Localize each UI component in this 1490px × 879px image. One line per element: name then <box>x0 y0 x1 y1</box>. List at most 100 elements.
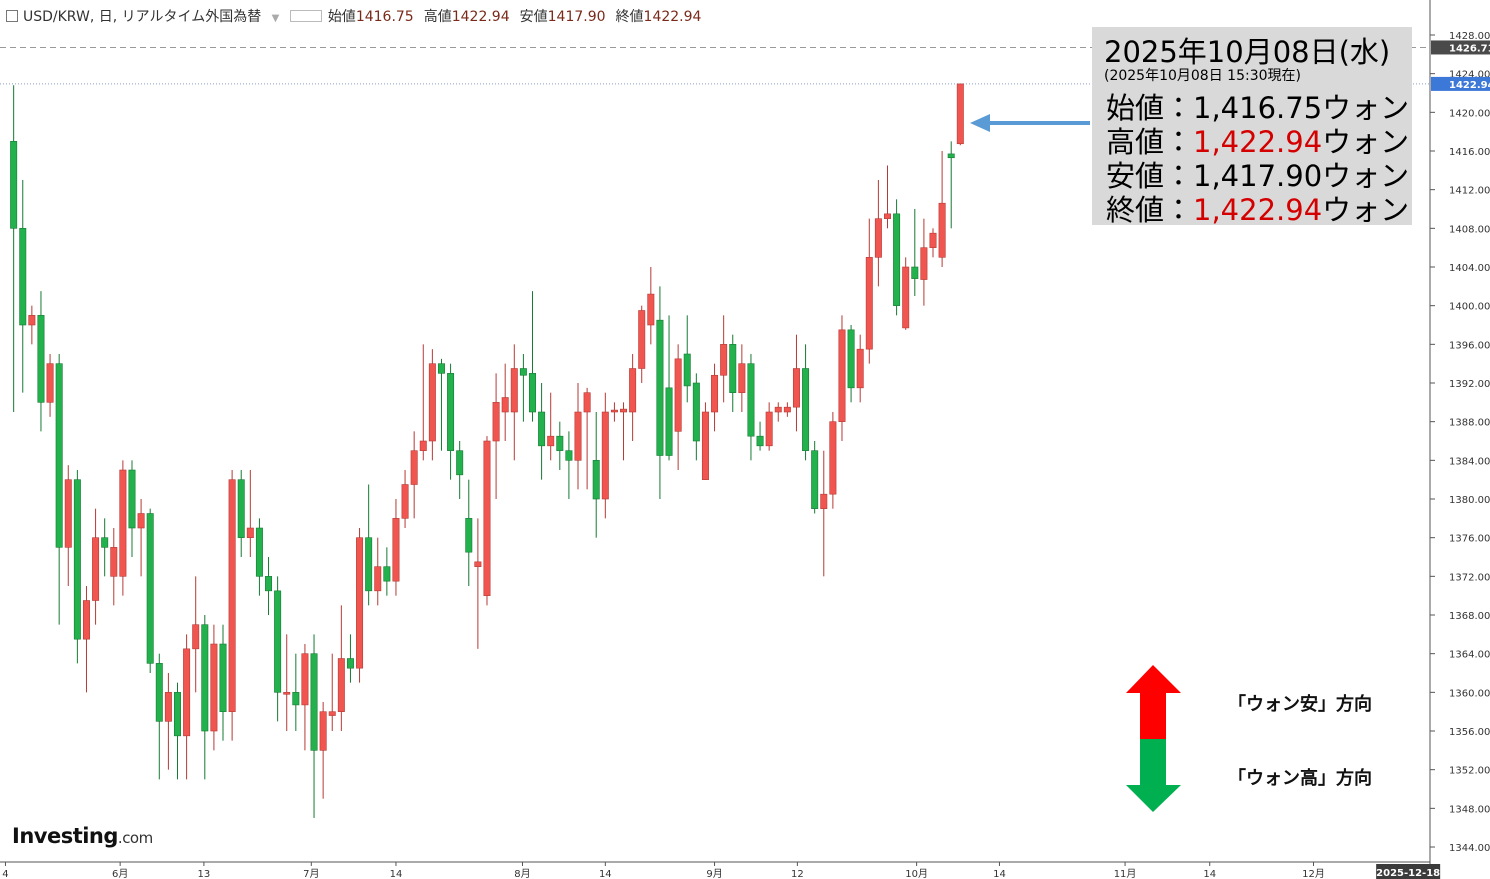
x-tick-label: 12月 <box>1302 868 1325 879</box>
y-tick-label: 1396.00 <box>1449 340 1490 351</box>
candle-body <box>510 368 518 413</box>
y-tick-label: 1372.00 <box>1449 572 1490 583</box>
candle-body <box>428 363 436 442</box>
candle-body <box>319 711 327 751</box>
candle-body <box>383 566 391 582</box>
candle-body <box>228 479 236 712</box>
candle-body <box>101 537 109 548</box>
price-marker-box <box>1431 76 1490 91</box>
x-tick-label: 8月 <box>514 868 530 879</box>
candle-body <box>601 411 609 500</box>
toolbar-icons[interactable] <box>289 10 322 22</box>
cursor-date-label: 2025-12-18 <box>1376 868 1440 879</box>
candle-body <box>392 518 400 582</box>
candle-body <box>46 363 54 403</box>
x-tick-label: 10月 <box>905 868 928 879</box>
collapse-icon[interactable] <box>6 10 18 22</box>
candle-body <box>356 537 364 669</box>
candle-body <box>192 624 200 650</box>
candle-body <box>729 344 737 393</box>
info-row: 終値：1,422.94ウォン <box>1106 187 1409 229</box>
candle-body <box>37 315 45 403</box>
candle-body <box>274 590 282 693</box>
y-tick-label: 1348.00 <box>1449 804 1490 815</box>
info-unit: ウォン <box>1322 159 1410 193</box>
candle-body <box>738 363 746 393</box>
candle-body <box>19 228 27 326</box>
info-unit: ウォン <box>1322 91 1410 125</box>
candle-body <box>483 440 491 596</box>
price-marker-label: 1426.71 <box>1449 43 1490 54</box>
y-tick-label: 1384.00 <box>1449 456 1490 467</box>
y-tick-label: 1408.00 <box>1449 224 1490 235</box>
x-tick-label: 12 <box>791 869 804 879</box>
candle-body <box>547 435 555 447</box>
candle-body <box>328 711 336 716</box>
candle-body <box>128 469 136 529</box>
candle-body <box>365 537 373 592</box>
y-tick-label: 1412.00 <box>1449 186 1490 197</box>
info-label: 安値： <box>1106 159 1194 193</box>
field-label: 始値 <box>327 9 356 25</box>
candle-body <box>656 319 664 456</box>
field-value: 1416.75 <box>355 9 414 25</box>
price-marker-box <box>1431 40 1490 55</box>
candle-body <box>929 232 937 248</box>
candle-body <box>447 373 455 451</box>
candle-body <box>283 692 291 695</box>
info-label: 終値： <box>1106 193 1194 227</box>
y-tick-label: 1352.00 <box>1449 766 1490 777</box>
candle-body <box>638 310 646 369</box>
candle-body <box>902 266 910 329</box>
candle-body <box>492 402 500 442</box>
logo: Investing.com <box>12 824 153 848</box>
candle-body <box>164 692 172 722</box>
info-row: 安値：1,417.90ウォン <box>1106 153 1409 195</box>
info-value: 1,422.94 <box>1193 193 1323 227</box>
candle-body <box>893 213 901 306</box>
candle-body <box>556 435 564 451</box>
field-label: 安値 <box>519 9 548 25</box>
down-arrow <box>1126 739 1181 812</box>
candle-body <box>947 153 955 159</box>
x-tick-label: 14 <box>390 869 403 879</box>
candle-body <box>201 624 209 732</box>
field-value: 1417.90 <box>547 9 606 25</box>
candle-body <box>583 392 591 413</box>
y-tick-label: 1364.00 <box>1449 650 1490 661</box>
field-label: 高値 <box>423 9 452 25</box>
candle-body <box>711 374 719 413</box>
info-row: 高値：1,422.94ウォン <box>1106 119 1409 161</box>
dropdown-caret[interactable]: ▼ <box>271 13 280 24</box>
candle-body <box>720 344 728 376</box>
y-tick-label: 1392.00 <box>1449 379 1490 390</box>
candle-body <box>110 547 118 577</box>
candle-body <box>301 653 309 706</box>
y-tick-label: 1388.00 <box>1449 418 1490 429</box>
candle-body <box>629 368 637 413</box>
candle-body <box>792 368 800 408</box>
x-tick-label: 9月 <box>706 868 722 879</box>
y-tick-label: 1416.00 <box>1449 147 1490 158</box>
info-subtitle: (2025年10月08日 15:30現在) <box>1104 68 1301 84</box>
candle-body <box>920 247 928 280</box>
logo-suffix: .com <box>117 829 153 847</box>
candle-body <box>956 83 964 145</box>
info-value: 1,416.75 <box>1193 91 1323 125</box>
x-tick-label: 14 <box>1203 869 1216 879</box>
candle-body <box>701 411 709 480</box>
candle-body <box>747 363 755 437</box>
candle-body <box>255 527 263 577</box>
field-label: 終値 <box>615 9 644 25</box>
candle-body <box>419 440 427 451</box>
candle-body <box>337 658 345 712</box>
candle-body <box>938 202 946 258</box>
candle-body <box>183 648 191 737</box>
ohlc-fields: 始値1416.75 高値1422.94 安値1417.90 終値1422.94 <box>328 9 712 25</box>
candle-body <box>501 397 509 413</box>
y-tick-label: 1360.00 <box>1449 688 1490 699</box>
candle-body <box>765 411 773 447</box>
candle-body <box>119 469 127 577</box>
info-label: 始値： <box>1106 91 1194 125</box>
